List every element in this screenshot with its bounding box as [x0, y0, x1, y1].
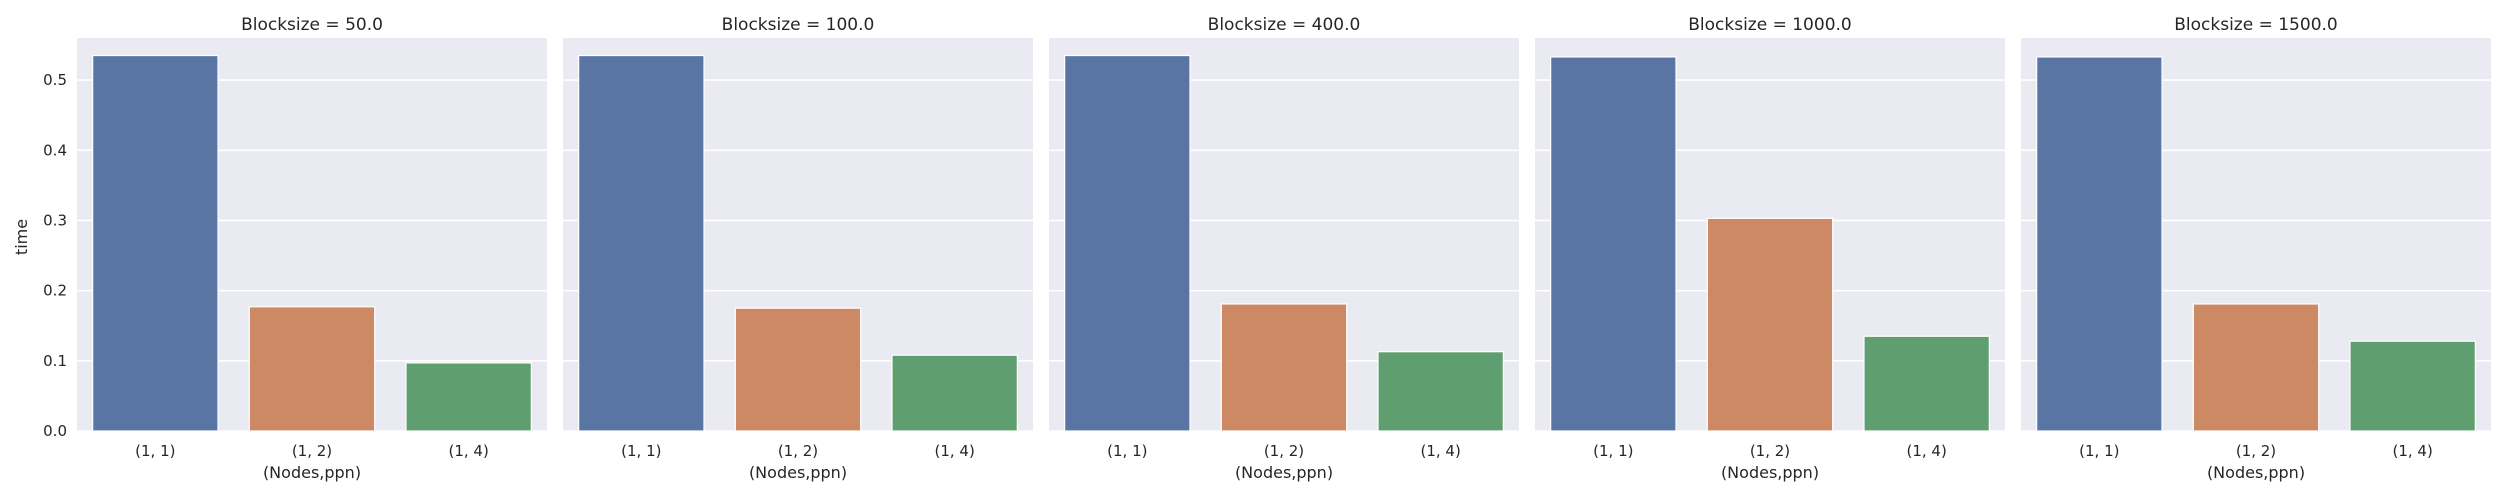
panel-title: Blocksize = 400.0 [1208, 15, 1361, 35]
x-tick-label: (1, 1) [135, 442, 175, 460]
x-tick-label: (1, 2) [2236, 442, 2276, 460]
bar [1706, 217, 1834, 432]
x-tick-label: (1, 4) [449, 442, 489, 460]
x-tick-label: (1, 4) [935, 442, 975, 460]
x-tick-label: (1, 1) [2079, 442, 2119, 460]
x-axis-label: (Nodes,ppn) [749, 463, 847, 482]
chart-panel: Blocksize = 400.0 (1, 1) (1, 2) (1, 4) (Node… [1049, 15, 1519, 482]
panel-title: Blocksize = 50.0 [241, 15, 383, 35]
y-tick-label: 0.2 [43, 282, 67, 300]
x-axis-label: (Nodes,ppn) [263, 463, 361, 482]
bar [578, 54, 705, 432]
chart-panel: Blocksize = 50.0 (1, 1) (1, 2) (1, 4) (Nodes… [43, 15, 547, 482]
x-tick-label: (1, 1) [1593, 442, 1633, 460]
bar [92, 54, 219, 432]
panel-title: Blocksize = 1000.0 [1688, 15, 1851, 35]
y-tick-label: 0.0 [43, 422, 67, 440]
bar [734, 307, 862, 432]
y-axis-label: time [12, 219, 31, 255]
y-tick-label: 0.3 [43, 211, 67, 229]
bar [1550, 56, 1677, 432]
bar [1064, 54, 1191, 432]
chart-panel: Blocksize = 1000.0 (1, 1) (1, 2) (1, 4) (Nod… [1535, 15, 2005, 482]
panel-title: Blocksize = 100.0 [722, 15, 875, 35]
bar [405, 362, 532, 432]
x-axis-label: (Nodes,ppn) [1235, 463, 1333, 482]
bar [248, 306, 376, 432]
chart-panel: Blocksize = 1500.0 (1, 1) (1, 2) (1, 4) (Nod… [2021, 15, 2491, 482]
y-tick-label: 0.1 [43, 352, 67, 370]
x-tick-label: (1, 4) [2393, 442, 2433, 460]
bar [1377, 351, 1504, 432]
x-tick-label: (1, 2) [778, 442, 818, 460]
x-axis-label: (Nodes,ppn) [2207, 463, 2305, 482]
y-tick-label: 0.5 [43, 71, 67, 89]
bar [891, 354, 1018, 432]
x-axis-label: (Nodes,ppn) [1721, 463, 1819, 482]
bar [2192, 303, 2320, 432]
x-tick-label: (1, 1) [1107, 442, 1147, 460]
panel-title: Blocksize = 1500.0 [2174, 15, 2337, 35]
chart-panels: Blocksize = 50.0 (1, 1) (1, 2) (1, 4) (Nodes… [43, 15, 2491, 482]
chart-panel: Blocksize = 100.0 (1, 1) (1, 2) (1, 4) (Node… [563, 15, 1033, 482]
bar [1220, 303, 1348, 432]
y-tick-label: 0.4 [43, 141, 67, 159]
x-tick-label: (1, 2) [292, 442, 332, 460]
bar [2036, 56, 2163, 432]
x-tick-label: (1, 1) [621, 442, 661, 460]
x-tick-label: (1, 2) [1264, 442, 1304, 460]
bar [1863, 335, 1990, 432]
x-tick-label: (1, 2) [1750, 442, 1790, 460]
bar [2349, 340, 2476, 432]
x-tick-label: (1, 4) [1421, 442, 1461, 460]
x-tick-label: (1, 4) [1907, 442, 1947, 460]
